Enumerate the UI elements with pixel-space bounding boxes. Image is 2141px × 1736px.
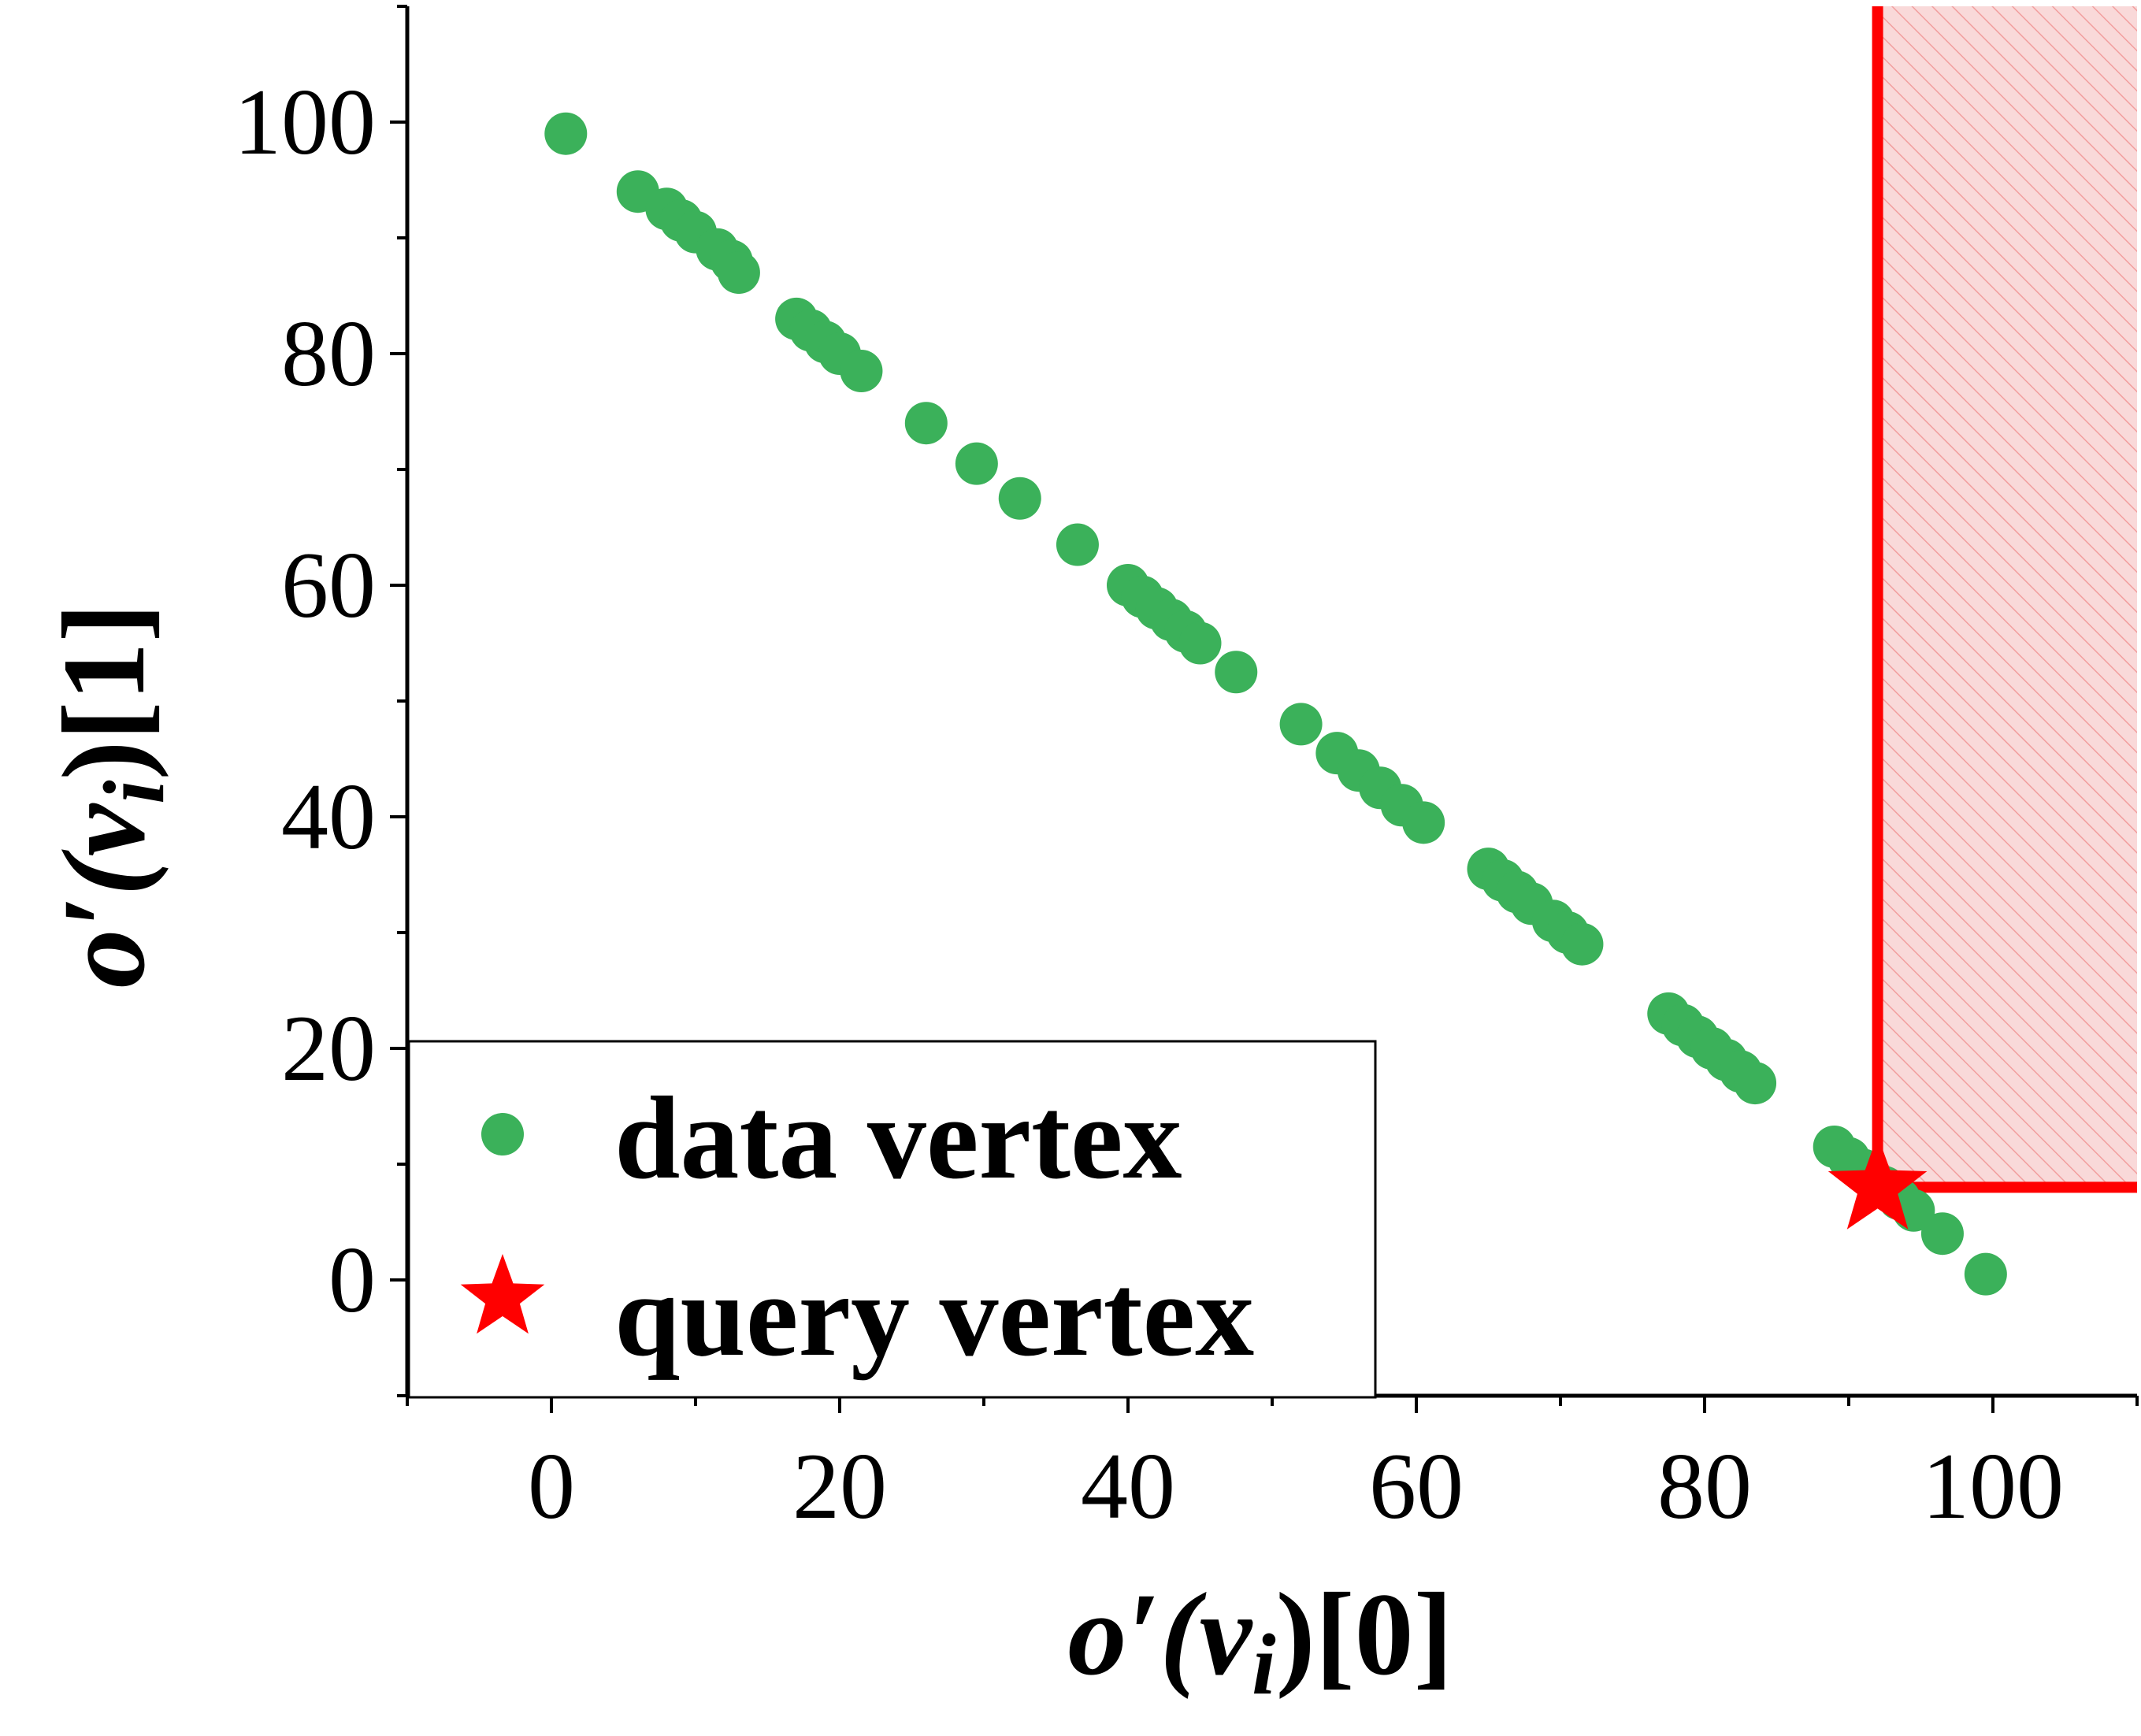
region-hatch	[1877, 6, 2137, 1188]
x-axis-title-suffix: )[0]	[1276, 1569, 1453, 1700]
legend: data vertex query vertex	[407, 1040, 1377, 1399]
data-vertex-point	[998, 477, 1041, 520]
y-axis-title-suffix: )[1]	[39, 603, 169, 780]
y-tick-label: 40	[281, 764, 376, 869]
y-tick-label: 80	[281, 301, 376, 406]
data-vertex-point	[1279, 703, 1323, 746]
data-vertex-point	[904, 402, 948, 445]
data-vertex-point	[840, 350, 883, 393]
data-vertex-point	[1560, 922, 1604, 966]
data-vertex-point	[1964, 1252, 2007, 1296]
data-vertex-point	[955, 442, 998, 485]
x-tick-label: 80	[1657, 1434, 1752, 1538]
ticks: 0 20 40 60 80 100 0 20 40 60 80 100	[234, 5, 2139, 1538]
x-tick-label: 0	[528, 1434, 575, 1538]
legend-query-vertex-marker	[460, 1254, 545, 1334]
legend-data-vertex-marker	[481, 1113, 524, 1155]
data-vertex-point	[1734, 1062, 1777, 1105]
x-tick-label: 40	[1081, 1434, 1175, 1538]
query-points	[1827, 1135, 1928, 1230]
data-vertex-point	[1178, 621, 1222, 665]
data-vertex-point	[1920, 1212, 1964, 1256]
data-vertex-point	[1215, 651, 1258, 694]
x-axis-title: o′(vi)[0]	[1067, 1569, 1453, 1712]
y-tick-label: 60	[281, 532, 376, 637]
legend-box	[407, 1040, 1377, 1399]
y-axis-title-prefix: o′(v	[39, 803, 169, 988]
dominance-region	[1872, 6, 2137, 1193]
query-vertex-point	[1827, 1135, 1928, 1230]
y-axis-title-sub: i	[86, 780, 182, 804]
data-vertex-point	[717, 251, 760, 295]
y-axis-title: o′(vi)[1]	[39, 603, 182, 988]
y-tick-label: 0	[328, 1227, 376, 1332]
x-tick-label: 100	[1922, 1434, 2064, 1538]
x-axis-title-prefix: o′(v	[1067, 1569, 1252, 1700]
data-vertex-point	[544, 112, 588, 155]
data-vertex-point	[1402, 801, 1445, 844]
x-axis-title-sub: i	[1252, 1616, 1276, 1712]
data-vertex-point	[1056, 523, 1099, 566]
x-tick-label: 20	[792, 1434, 887, 1538]
legend-data-vertex-label: data vertex	[614, 1073, 1182, 1204]
y-tick-label: 100	[234, 69, 376, 174]
legend-query-vertex-label: query vertex	[614, 1250, 1254, 1381]
y-tick-label: 20	[281, 996, 376, 1100]
x-tick-label: 60	[1369, 1434, 1464, 1538]
